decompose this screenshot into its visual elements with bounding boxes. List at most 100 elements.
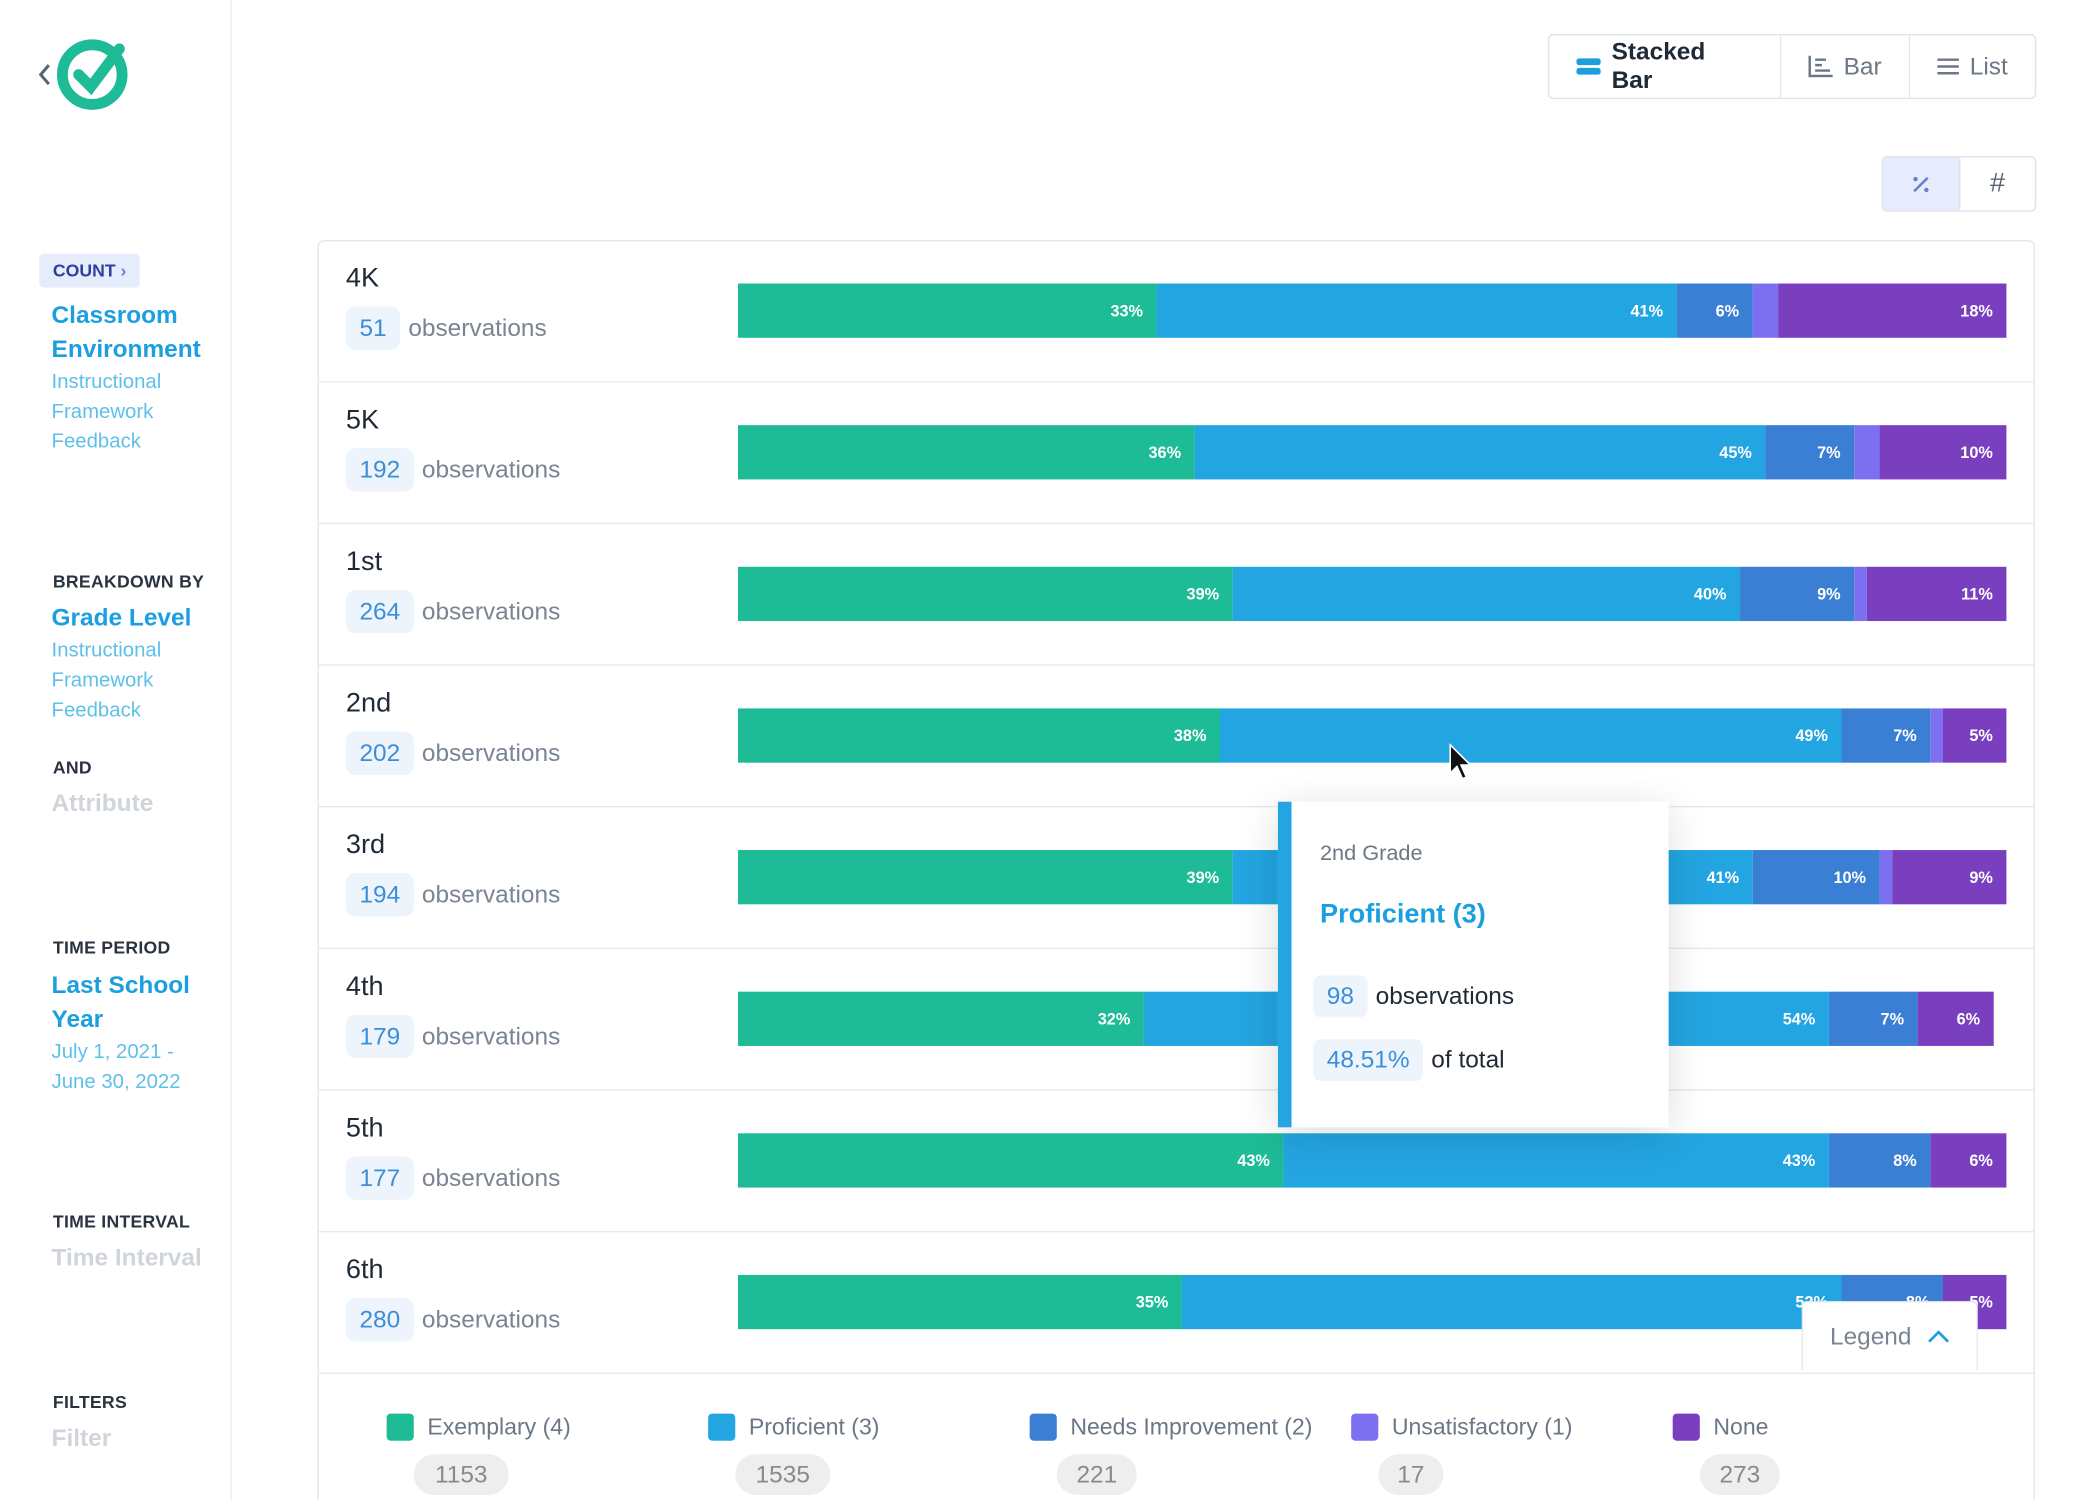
bar-segment [1676, 283, 1753, 338]
count-badge [345, 306, 401, 351]
segment-label: 39% [1187, 869, 1220, 887]
legend-count-pill [1699, 1454, 1780, 1495]
category-label: 4th [346, 970, 384, 1001]
observation-label: observations [422, 1165, 560, 1192]
view-label: Stacked Bar [1611, 37, 1706, 94]
stacked-bar-tab[interactable]: Stacked Bar [1549, 35, 1780, 97]
bar-icon [1808, 55, 1833, 78]
bar-segment [737, 1274, 1182, 1330]
segment-label: 32% [1098, 1010, 1131, 1028]
legend-swatch [386, 1413, 414, 1441]
chevron-up [1928, 1330, 1950, 1343]
segment-label: 49% [1795, 727, 1828, 745]
and-label: AND [52, 756, 92, 778]
legend-label: Unsatisfactory (1) [1392, 1414, 1573, 1440]
segment-label: 10% [1960, 444, 1993, 462]
tooltip-count: 98 [1313, 975, 1368, 1018]
legend-count: 17 [1397, 1461, 1424, 1488]
segment-label: 18% [1960, 302, 1993, 320]
tooltip-share-row: 48.51% of total [1313, 1039, 1505, 1082]
tooltip: 2nd Grade Proficient (3) 98 observations … [1277, 801, 1669, 1128]
bar-segment [1156, 283, 1677, 338]
bar-tab[interactable]: Bar [1779, 35, 1909, 98]
count-badge[interactable]: COUNT › [39, 253, 140, 288]
legend-count: 1535 [756, 1461, 810, 1488]
count-value[interactable]: Classroom Environment [51, 301, 201, 363]
tooltip-share: 48.51% [1313, 1039, 1424, 1082]
bar-segment [1841, 708, 1931, 763]
category-label: 6th [346, 1253, 384, 1284]
count-label: COUNT [52, 260, 116, 281]
stacked-bar [737, 425, 2007, 480]
bar-segment [1892, 850, 2007, 905]
legend-swatch [1351, 1413, 1379, 1441]
segment-label: 7% [1881, 1010, 1905, 1028]
segment-label: 7% [1893, 727, 1917, 745]
category-label: 1st [346, 545, 383, 576]
percent-mode[interactable] [1882, 157, 1961, 211]
segment-label: 6% [1957, 1010, 1981, 1028]
segment-label: 41% [1707, 869, 1740, 887]
time-interval-value[interactable]: Time Interval [51, 1244, 202, 1272]
tooltip-series: Proficient (3) [1319, 899, 1486, 930]
view-switcher: Stacked Bar Bar List [1547, 33, 2037, 100]
observation-count: 264 [359, 598, 400, 625]
logo-ring [56, 39, 128, 110]
bar-segment [1866, 566, 2007, 622]
legend-label: None [1713, 1414, 1768, 1440]
logo-check [73, 43, 125, 96]
legend-toggle[interactable]: Legend [1801, 1300, 1978, 1371]
view-label: List [1969, 52, 2008, 80]
filter-value[interactable]: Filter [51, 1424, 112, 1452]
bar-segment [1930, 708, 1943, 763]
legend-swatch [708, 1413, 736, 1441]
bar-segment [1740, 566, 1855, 622]
time-period-detail: July 1, 2021 - June 30, 2022 [51, 1040, 181, 1094]
filters-label: FILTERS [52, 1391, 127, 1413]
category-label: 5K [346, 403, 379, 434]
list-tab[interactable]: List [1908, 35, 2035, 98]
bar-segment [1765, 425, 1855, 480]
segment-label: 33% [1110, 302, 1143, 320]
stacked-bar [737, 566, 2007, 622]
observation-count: 202 [359, 740, 400, 767]
segment-label: 5% [1969, 727, 1993, 745]
segment-label: 41% [1630, 302, 1663, 320]
legend-count-pill [413, 1454, 509, 1495]
attribute-value[interactable]: Attribute [51, 789, 154, 817]
breakdown-value[interactable]: Grade Level [51, 603, 192, 631]
logo[interactable] [30, 38, 139, 114]
legend-count-pill [1056, 1454, 1137, 1495]
segment-label: 45% [1719, 444, 1752, 462]
sidebar-divider [230, 0, 232, 1500]
view-label: Bar [1843, 52, 1882, 80]
count-badge [345, 589, 414, 634]
bar-segment [1828, 991, 1918, 1046]
legend-count-pill [735, 1454, 831, 1495]
cursor [1449, 743, 1473, 780]
legend-count-pill [1378, 1454, 1444, 1495]
time-period-value[interactable]: Last School Year [51, 971, 190, 1033]
category-label: 4K [346, 262, 379, 293]
category-label: 3rd [346, 828, 385, 859]
bar-segment [737, 1133, 1284, 1188]
observation-count: 192 [359, 457, 400, 484]
observation-label: observations [422, 1023, 560, 1050]
count-badge [345, 1156, 414, 1200]
bar-segment [1854, 566, 1867, 622]
time-period-label: TIME PERIOD [52, 937, 171, 958]
tooltip-count-row: 98 observations [1313, 975, 1514, 1018]
segment-label: 38% [1174, 727, 1207, 745]
observation-count: 51 [359, 315, 386, 342]
bar-segment [737, 850, 1233, 905]
legend-label: Exemplary (4) [427, 1414, 570, 1440]
observation-label: observations [422, 740, 560, 767]
count-mode[interactable]: # [1990, 168, 2006, 199]
count-badge [345, 731, 414, 775]
segment-label: 6% [1716, 302, 1740, 320]
count-badge [345, 1014, 414, 1059]
stacked-bar [737, 283, 2007, 338]
bar-segment [1194, 425, 1766, 480]
